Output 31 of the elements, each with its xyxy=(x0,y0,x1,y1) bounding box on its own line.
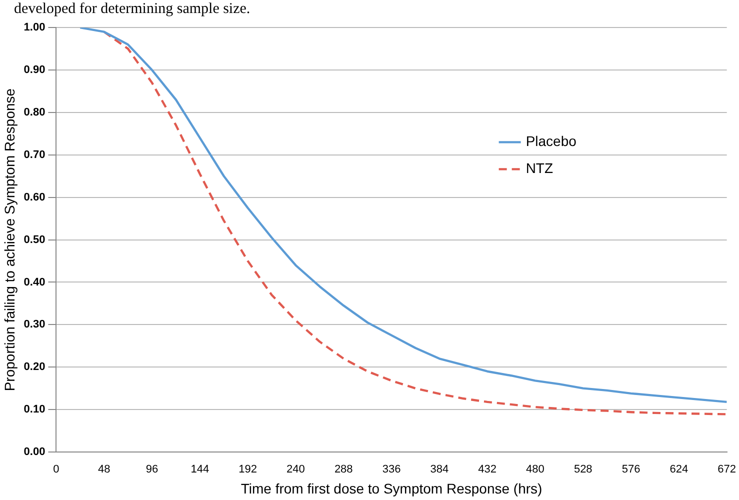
y-tick-label: 0.70 xyxy=(24,148,46,161)
x-tick-label: 240 xyxy=(286,464,305,476)
x-tick-label: 96 xyxy=(146,464,158,476)
x-tick-label: 480 xyxy=(526,464,544,476)
x-tick-label: 144 xyxy=(190,464,210,476)
x-tick-label: 672 xyxy=(718,464,736,476)
y-tick-label: 0.30 xyxy=(24,318,46,331)
y-tick-label: 0.50 xyxy=(24,234,46,246)
x-axis-title: Time from first dose to Symptom Response (hrs) xyxy=(240,480,542,496)
x-tick-label: 0 xyxy=(53,464,60,476)
y-tick-label: 0.40 xyxy=(24,276,46,288)
y-tick-label: 0.60 xyxy=(24,191,46,204)
x-tick-label: 288 xyxy=(334,464,353,476)
x-tick-label: 384 xyxy=(430,464,449,476)
y-tick-label: 0.20 xyxy=(24,361,46,374)
text: developed for determining sample size. xyxy=(13,0,252,18)
x-tick-label: 336 xyxy=(382,464,401,476)
x-tick-label: 192 xyxy=(238,464,257,476)
x-tick-label: 432 xyxy=(478,464,496,476)
y-axis-title: Proportion failing to achieve Symptom Response xyxy=(1,88,18,392)
y-tick-label: 1.00 xyxy=(24,22,46,34)
x-tick-label: 624 xyxy=(670,464,688,476)
y-tick-label: 0.80 xyxy=(24,106,46,119)
x-tick-label: 576 xyxy=(622,464,640,476)
x-tick-label: 48 xyxy=(98,464,110,476)
legend-label: Placebo xyxy=(526,133,577,150)
x-tick-label: 528 xyxy=(574,464,592,476)
y-tick-label: 0.00 xyxy=(24,446,46,458)
y-tick-label: 0.10 xyxy=(24,404,46,416)
legend-label: NTZ xyxy=(526,160,554,176)
y-tick-label: 0.90 xyxy=(24,64,46,76)
